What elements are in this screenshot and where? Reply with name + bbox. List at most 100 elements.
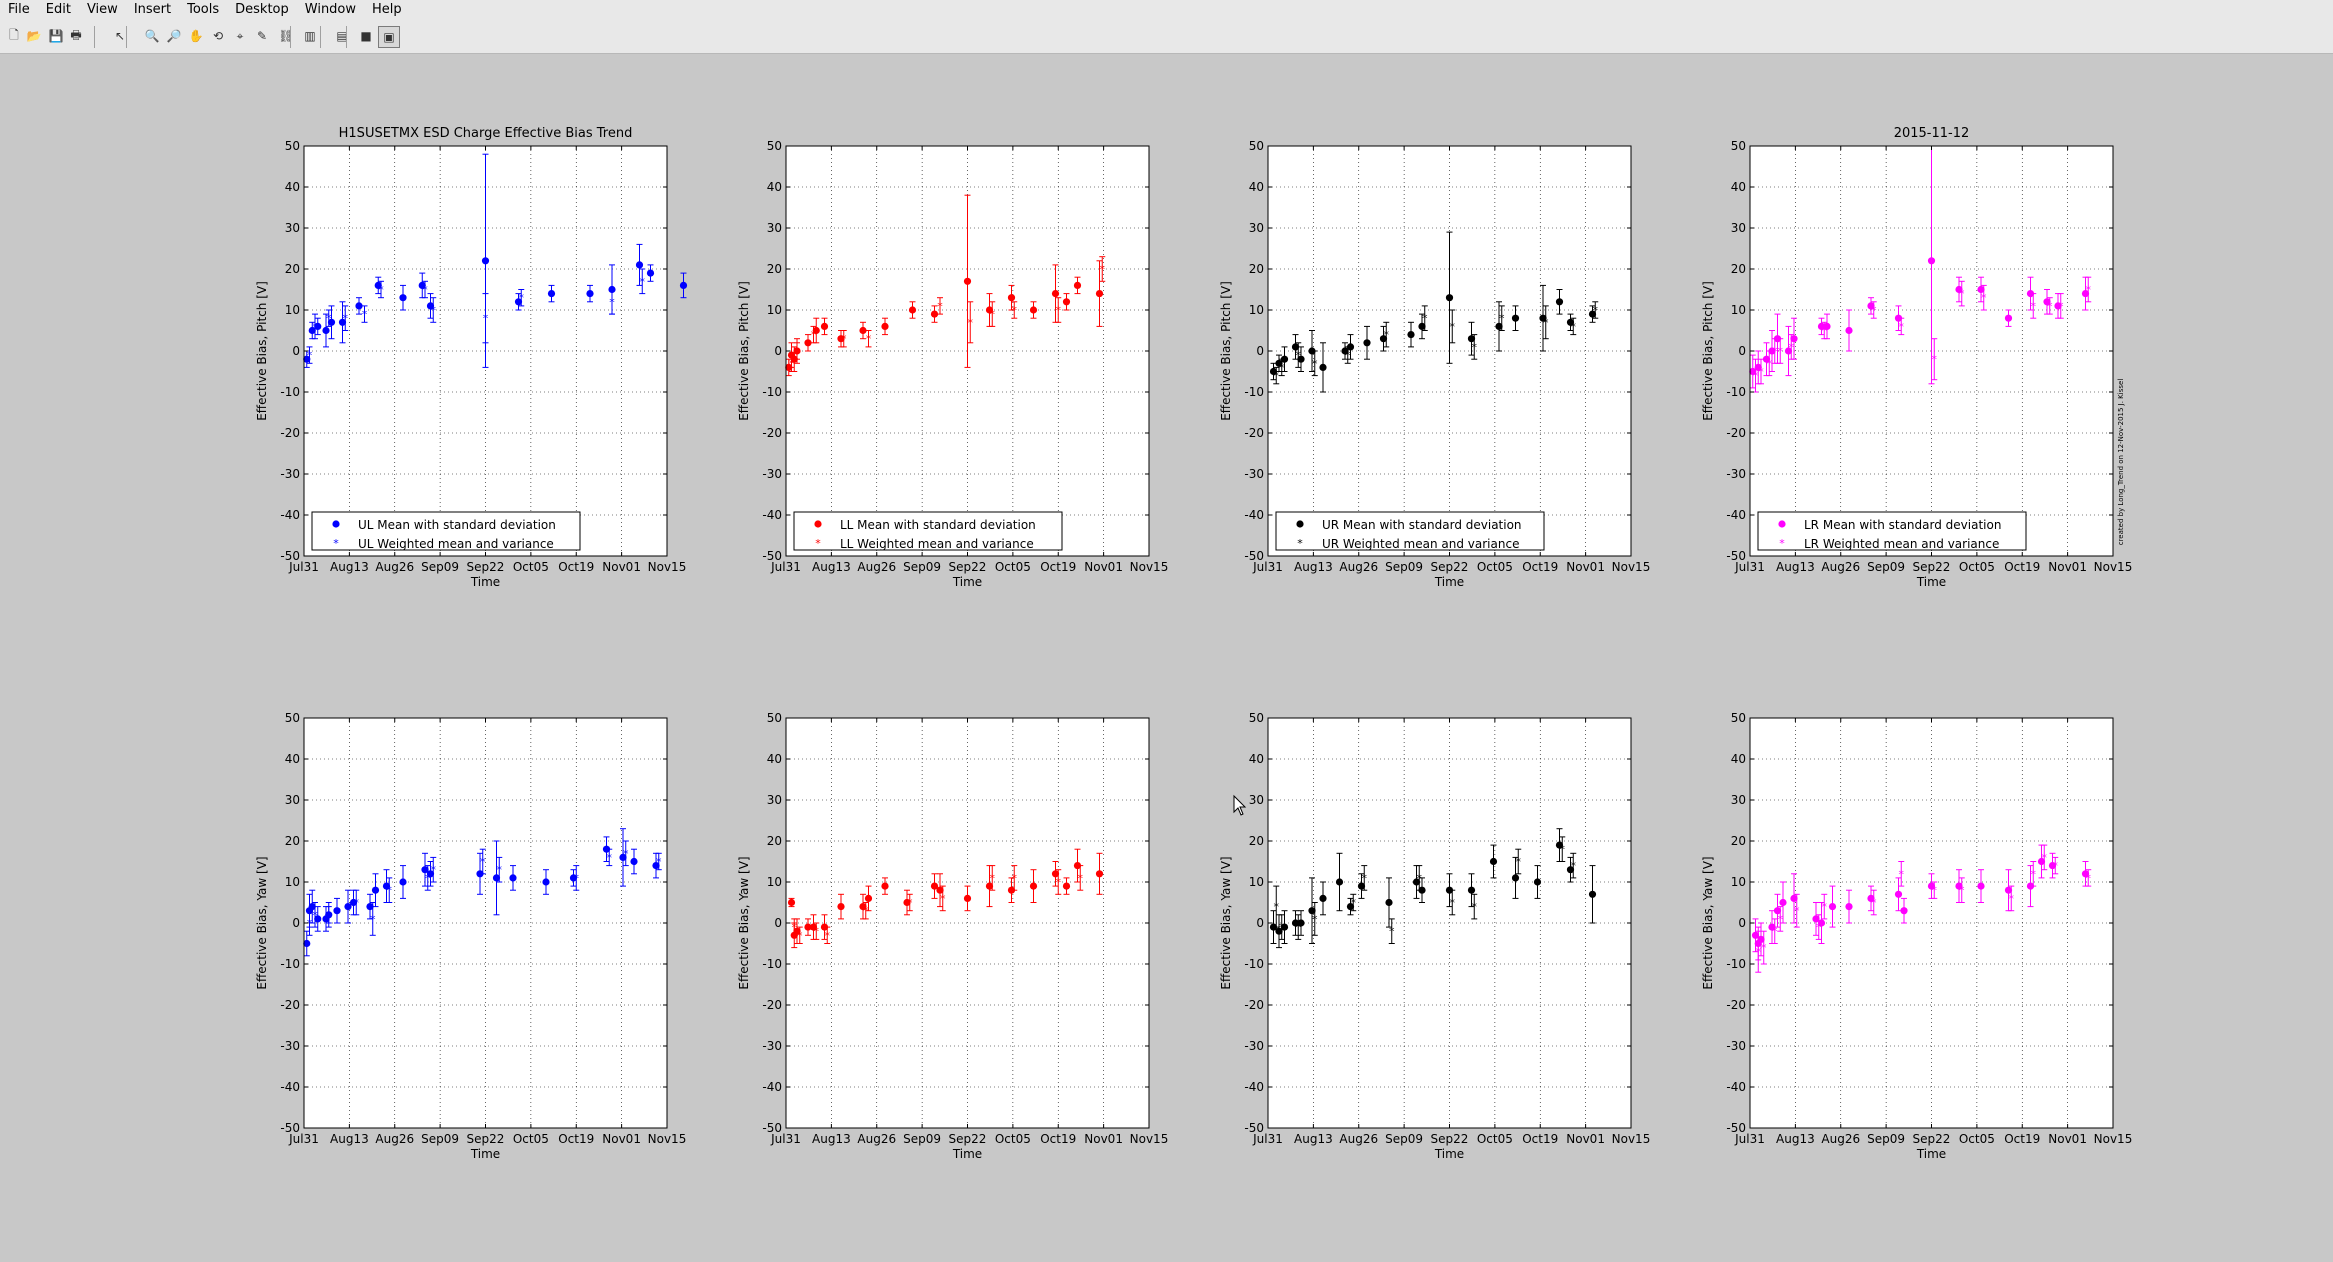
- data-point-weighted: *: [1279, 361, 1285, 374]
- data-point-mean: [1275, 359, 1283, 367]
- x-tick-label: Aug13: [1294, 560, 1333, 574]
- legend-marker-weighted: *: [1779, 537, 1785, 550]
- x-tick-label: Nov01: [1566, 1132, 1605, 1146]
- x-tick-label: Oct19: [558, 560, 594, 574]
- data-point-weighted: *: [422, 284, 428, 297]
- data-point-mean: [903, 898, 911, 907]
- colorbar-icon[interactable]: ▥: [304, 29, 316, 43]
- select-arrow-icon[interactable]: ↖: [114, 29, 126, 43]
- y-tick-label: 20: [1731, 262, 1746, 276]
- data-point-mean: [1754, 363, 1762, 371]
- data-point-mean: [1445, 294, 1454, 302]
- y-tick-label: -20: [1244, 998, 1264, 1012]
- data-point-weighted: *: [1794, 905, 1800, 918]
- series-weighted: ***********: [791, 865, 1084, 944]
- menu-desktop[interactable]: Desktop: [235, 2, 289, 17]
- x-tick-label: Sep09: [1385, 560, 1423, 574]
- y-tick-label: -40: [762, 508, 782, 522]
- y-tick-label: 40: [1249, 752, 1264, 766]
- data-point-mean: [1823, 322, 1831, 330]
- show-plot-tools-icon[interactable]: ▣: [378, 26, 400, 48]
- data-point-mean: [418, 281, 426, 289]
- data-point-mean: [2004, 314, 2013, 322]
- data-point-mean: [1751, 931, 1760, 939]
- zoom-out-icon[interactable]: 🔎: [166, 29, 182, 43]
- menu-file[interactable]: File: [8, 2, 30, 17]
- data-point-mean: [2054, 302, 2062, 310]
- data-point-mean: [1007, 294, 1016, 302]
- x-axis-label: Time: [470, 1147, 500, 1161]
- menu-edit[interactable]: Edit: [45, 2, 71, 17]
- pan-hand-icon[interactable]: ✋: [188, 29, 204, 43]
- legend-icon[interactable]: ▤: [336, 29, 348, 43]
- x-tick-label: Aug26: [1339, 1132, 1378, 1146]
- y-tick-label: -30: [1244, 467, 1264, 481]
- data-point-mean: [1566, 318, 1575, 326]
- save-icon[interactable]: 💾: [48, 29, 64, 43]
- y-tick-label: -20: [1726, 426, 1746, 440]
- y-tick-label: 40: [767, 752, 782, 766]
- data-point-mean: [1867, 302, 1875, 310]
- y-tick-label: 30: [285, 793, 300, 807]
- menu-tools[interactable]: Tools: [187, 2, 220, 17]
- data-point-weighted: *: [1012, 872, 1018, 885]
- data-point-weighted: *: [431, 864, 437, 877]
- y-tick-label: -40: [280, 1080, 300, 1094]
- brush-icon[interactable]: ✎: [256, 29, 268, 43]
- data-point-weighted: *: [1450, 320, 1456, 333]
- y-tick-label: 20: [285, 262, 300, 276]
- data-point-mean: [509, 874, 517, 882]
- data-point-mean: [1467, 886, 1476, 894]
- rotate-3d-icon[interactable]: ⟲: [212, 29, 224, 43]
- figure-date: 2015-11-12: [1894, 126, 1970, 141]
- data-point-mean: [1779, 898, 1787, 907]
- x-tick-label: Sep22: [1431, 1132, 1469, 1146]
- legend-entry: UR Weighted mean and variance: [1322, 537, 1519, 551]
- data-point-weighted: *: [792, 921, 798, 934]
- y-tick-label: -10: [1244, 385, 1264, 399]
- data-point-mean: [1051, 870, 1060, 878]
- data-point-mean: [1900, 907, 1908, 915]
- data-point-weighted: *: [354, 897, 360, 910]
- data-point-mean: [2081, 870, 2090, 878]
- data-point-weighted: *: [2086, 284, 2092, 297]
- hide-plot-tools-icon[interactable]: ■: [360, 29, 372, 43]
- data-point-mean: [881, 882, 889, 890]
- y-axis-label: Effective Bias, Yaw [V]: [1701, 856, 1715, 989]
- menu-help[interactable]: Help: [372, 2, 402, 17]
- y-tick-label: 20: [767, 262, 782, 276]
- menu-window[interactable]: Window: [304, 2, 357, 17]
- x-tick-label: Aug26: [1821, 1132, 1860, 1146]
- data-cursor-icon[interactable]: ⌖: [236, 28, 244, 43]
- series-weighted: ** ********** **: [306, 840, 662, 936]
- data-point-weighted: *: [1767, 357, 1773, 370]
- data-point-mean: [1291, 919, 1300, 927]
- legend-box: [311, 511, 581, 551]
- y-tick-label: -20: [280, 998, 300, 1012]
- creator-note: created by Long_Trend on 12-Nov-2015 J. …: [2117, 379, 2125, 546]
- open-file-icon[interactable]: 📂: [26, 29, 42, 43]
- data-point-mean: [1051, 290, 1060, 298]
- y-tick-label: -10: [1726, 957, 1746, 971]
- data-point-mean: [804, 923, 812, 931]
- zoom-in-icon[interactable]: 🔍: [144, 29, 160, 43]
- link-plot-icon[interactable]: ⛓: [278, 29, 294, 43]
- menu-insert[interactable]: Insert: [133, 2, 172, 17]
- x-tick-label: Sep09: [421, 1132, 459, 1146]
- x-tick-label: Nov15: [1612, 1132, 1651, 1146]
- print-icon[interactable]: 🖶: [70, 27, 82, 42]
- data-point-mean: [1588, 890, 1597, 898]
- data-point-weighted: *: [387, 884, 393, 897]
- x-axis-label: Time: [1434, 575, 1464, 589]
- data-point-weighted: *: [1384, 329, 1390, 342]
- data-point-weighted: *: [1296, 349, 1302, 362]
- y-axis-label: Effective Bias, Pitch [V]: [737, 281, 751, 421]
- data-point-weighted: *: [937, 300, 943, 313]
- x-tick-label: Nov01: [1084, 1132, 1123, 1146]
- data-point-mean: [308, 903, 316, 911]
- menu-view[interactable]: View: [86, 2, 118, 17]
- data-point-mean: [930, 310, 939, 318]
- new-figure-icon[interactable]: 🗋: [9, 27, 19, 42]
- data-point-mean: [1062, 882, 1071, 890]
- data-point-weighted: *: [990, 308, 996, 321]
